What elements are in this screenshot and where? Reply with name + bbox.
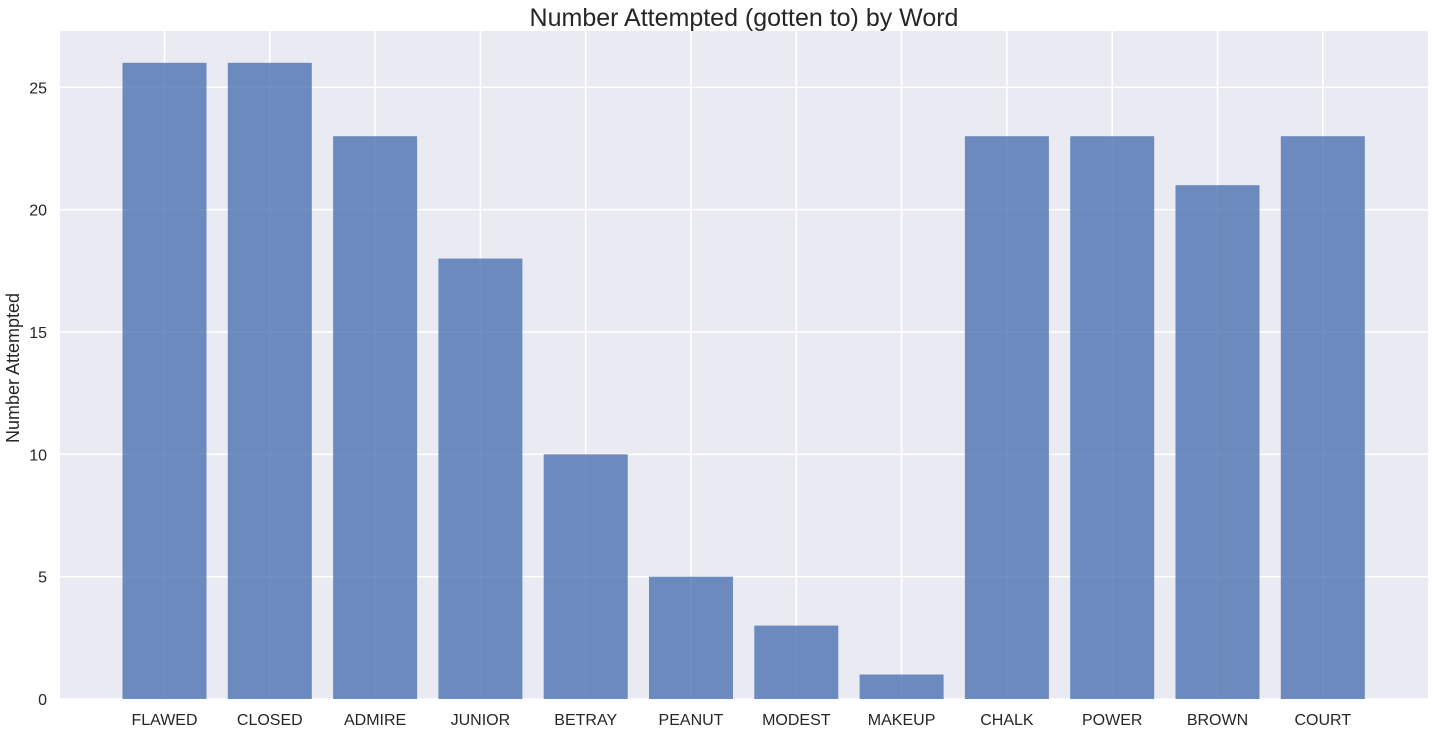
y-tick-label: 25 bbox=[29, 80, 47, 97]
bar-court bbox=[1280, 136, 1365, 699]
x-tick-label: CHALK bbox=[980, 712, 1034, 729]
x-tick-label: MAKEUP bbox=[868, 712, 936, 729]
y-tick-label: 20 bbox=[29, 203, 47, 220]
x-tick-label: COURT bbox=[1295, 712, 1352, 729]
bar-peanut bbox=[649, 576, 733, 699]
x-tick-label: POWER bbox=[1082, 712, 1142, 729]
x-tick-label: MODEST bbox=[762, 712, 831, 729]
x-tick-label: PEANUT bbox=[659, 712, 724, 729]
x-tick-label: ADMIRE bbox=[344, 712, 406, 729]
x-tick-label: BETRAY bbox=[554, 712, 617, 729]
bar-junior bbox=[438, 258, 523, 699]
bar-admire bbox=[333, 136, 418, 699]
x-tick-label: BROWN bbox=[1187, 712, 1248, 729]
bar-chalk bbox=[964, 136, 1049, 699]
bar-power bbox=[1070, 136, 1155, 699]
chart-title: Number Attempted (gotten to) by Word bbox=[530, 4, 959, 32]
y-tick-label: 0 bbox=[38, 692, 47, 709]
bar-makeup bbox=[859, 674, 944, 699]
y-axis-ticks: 0 5 10 15 20 25 bbox=[29, 80, 47, 709]
bar-modest bbox=[754, 625, 839, 699]
bar-brown bbox=[1175, 185, 1260, 700]
bar-closed bbox=[227, 62, 312, 700]
bars bbox=[122, 62, 1365, 700]
y-tick-label: 5 bbox=[38, 570, 47, 587]
x-tick-label: JUNIOR bbox=[451, 712, 511, 729]
x-tick-label: FLAWED bbox=[131, 712, 197, 729]
bar-flawed bbox=[122, 62, 207, 700]
y-axis-label: Number Attempted bbox=[3, 293, 23, 443]
x-axis-ticks: FLAWED CLOSED ADMIRE JUNIOR BETRAY PEANUT MODE… bbox=[131, 712, 1351, 729]
bar-betray bbox=[543, 454, 628, 699]
x-tick-label: CLOSED bbox=[237, 712, 303, 729]
y-tick-label: 15 bbox=[29, 325, 47, 342]
y-tick-label: 10 bbox=[29, 447, 47, 464]
